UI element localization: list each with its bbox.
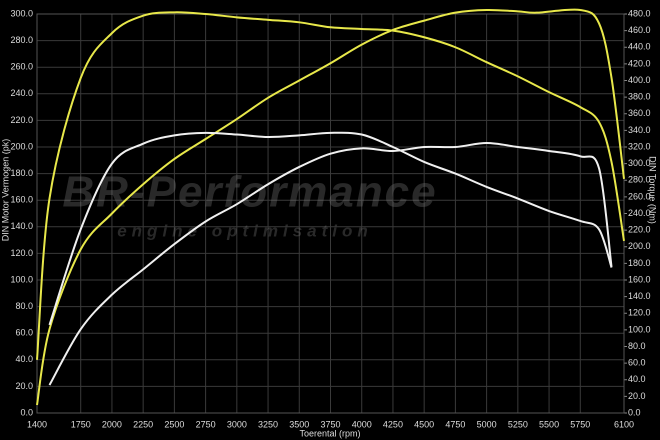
x-tick-label: 2250 xyxy=(133,419,153,429)
y2-tick-label: 220.0 xyxy=(628,225,651,235)
y-tick-label: 60.0 xyxy=(15,328,33,338)
y2-tick-label: 240.0 xyxy=(628,208,651,218)
x-tick-label: 5250 xyxy=(508,419,528,429)
x-tick-label: 3000 xyxy=(227,419,247,429)
x-tick-label: 4500 xyxy=(414,419,434,429)
y2-tick-label: 420.0 xyxy=(628,58,651,68)
x-tick-label: 1750 xyxy=(71,419,91,429)
curve xyxy=(36,8,625,406)
x-tick-label: 2000 xyxy=(102,419,122,429)
y2-tick-label: 60.0 xyxy=(628,358,646,368)
plot-frame xyxy=(36,13,625,414)
y2-tick-label: 320.0 xyxy=(628,141,651,151)
x-tick-label: 5500 xyxy=(539,419,559,429)
x-tick-label: 4000 xyxy=(352,419,372,429)
y2-tick-label: 0.0 xyxy=(628,407,641,417)
y-tick-label: 300.0 xyxy=(10,8,33,18)
y-tick-label: 20.0 xyxy=(15,381,33,391)
y2-tick-label: 340.0 xyxy=(628,125,651,135)
y-tick-label: 200.0 xyxy=(10,141,33,151)
watermark-title: BR-Performance xyxy=(62,168,437,217)
y-tick-label: 240.0 xyxy=(10,88,33,98)
y-tick-label: 220.0 xyxy=(10,115,33,125)
curve xyxy=(48,131,613,326)
y-axis-label: DIN Motor Vermogen (pk) xyxy=(0,139,10,242)
y-tick-label: 100.0 xyxy=(10,274,33,284)
y2-tick-label: 400.0 xyxy=(628,75,651,85)
y-tick-label: 40.0 xyxy=(15,354,33,364)
y-tick-label: 80.0 xyxy=(15,301,33,311)
y2-tick-label: 80.0 xyxy=(628,341,646,351)
y2-tick-label: 120.0 xyxy=(628,308,651,318)
y2-tick-label: 40.0 xyxy=(628,374,646,384)
y2-tick-label: 20.0 xyxy=(628,391,646,401)
y2-tick-label: 380.0 xyxy=(628,92,651,102)
x-tick-label: 3250 xyxy=(258,419,278,429)
y-tick-label: 180.0 xyxy=(10,168,33,178)
y2-tick-label: 260.0 xyxy=(628,191,651,201)
x-tick-label: 3750 xyxy=(320,419,340,429)
y2-tick-label: 140.0 xyxy=(628,291,651,301)
y-tick-label: 280.0 xyxy=(10,35,33,45)
x-axis-label: Toerental (rpm) xyxy=(299,428,360,438)
y-tick-label: 160.0 xyxy=(10,195,33,205)
y2-tick-label: 440.0 xyxy=(628,42,651,52)
y2-tick-label: 280.0 xyxy=(628,175,651,185)
y2-tick-label: 360.0 xyxy=(628,108,651,118)
y2-tick-label: 200.0 xyxy=(628,241,651,251)
x-tick-label: 3500 xyxy=(289,419,309,429)
x-tick-label: 4750 xyxy=(445,419,465,429)
curve xyxy=(36,11,625,360)
x-tick-label: 2750 xyxy=(196,419,216,429)
y2-axis-label: DIN Torque (Nm) xyxy=(648,156,658,224)
y-tick-label: 140.0 xyxy=(10,221,33,231)
y-tick-label: 120.0 xyxy=(10,248,33,258)
y-tick-label: 260.0 xyxy=(10,62,33,72)
y2-tick-label: 100.0 xyxy=(628,324,651,334)
watermark-subtitle: engine optimisation xyxy=(117,221,373,240)
x-tick-label: 2500 xyxy=(164,419,184,429)
x-tick-label: 5750 xyxy=(570,419,590,429)
y2-tick-label: 180.0 xyxy=(628,258,651,268)
y-tick-label: 0.0 xyxy=(20,407,33,417)
watermark: BR-Performance engine optimisation xyxy=(62,168,437,241)
curve xyxy=(48,142,613,386)
x-tick-label: 5000 xyxy=(477,419,497,429)
x-tick-label: 4250 xyxy=(383,419,403,429)
y2-tick-label: 480.0 xyxy=(628,8,651,18)
y2-tick-label: 160.0 xyxy=(628,274,651,284)
x-tick-label: 6100 xyxy=(614,419,634,429)
y2-tick-label: 460.0 xyxy=(628,25,651,35)
x-tick-label: 1400 xyxy=(27,419,47,429)
y2-tick-label: 300.0 xyxy=(628,158,651,168)
